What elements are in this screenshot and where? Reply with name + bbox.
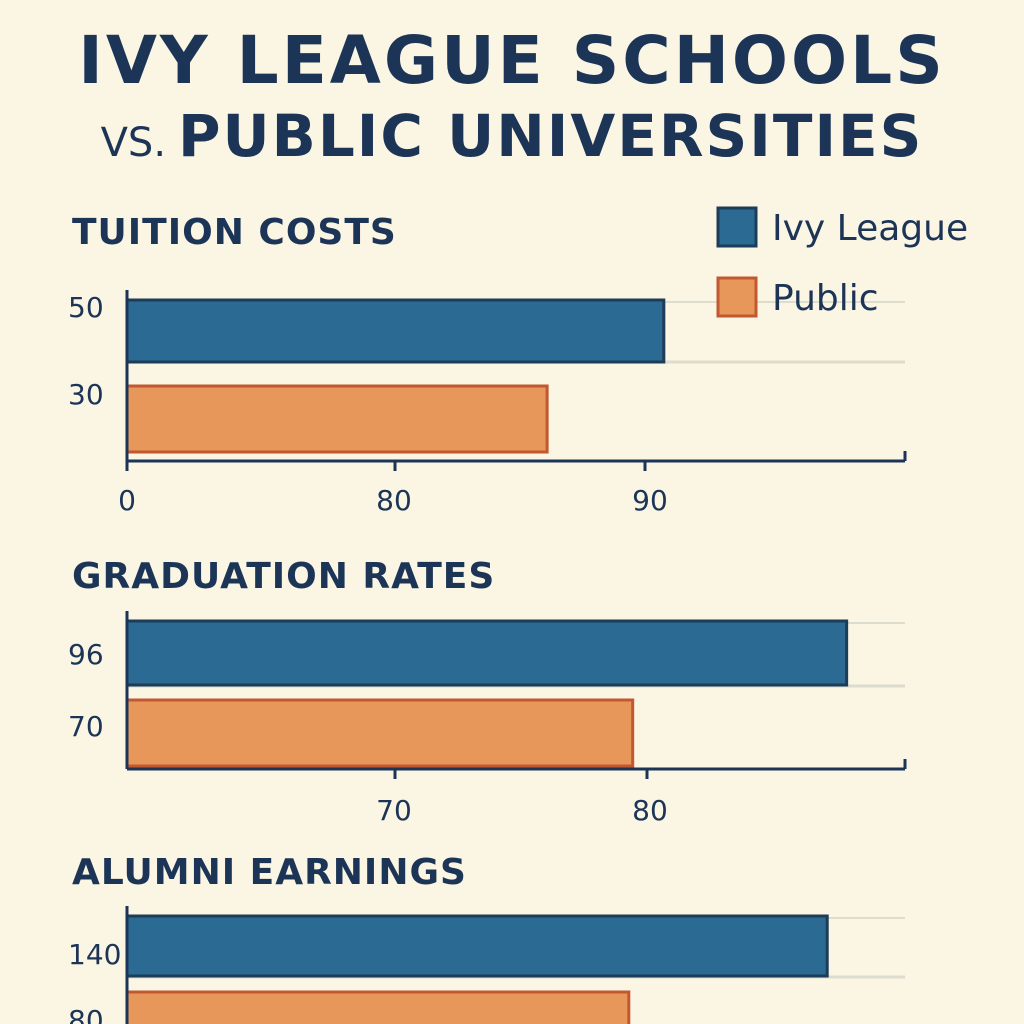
y-tick-label: 96 — [68, 638, 104, 671]
bar-public — [125, 698, 635, 768]
x-tick-label: 90 — [632, 484, 668, 517]
panel-title-0: TUITION COSTS — [72, 212, 397, 253]
legend-swatch-public — [716, 276, 758, 318]
legend-label-public: Public — [772, 278, 879, 319]
panel-title-2: ALUMNI EARNINGS — [72, 852, 467, 893]
bar-ivy-league — [125, 914, 829, 978]
chart-title-line2-text: PUBLIC UNIVERSITIES — [178, 102, 924, 170]
x-tick-label: 70 — [376, 794, 412, 827]
x-tick-label: 0 — [118, 484, 136, 517]
y-tick-label: 80 — [68, 1004, 104, 1024]
legend-swatch-ivy-league — [716, 206, 758, 248]
y-tick-label: 30 — [68, 378, 104, 411]
x-tick-label: 80 — [376, 484, 412, 517]
panel-title-1: GRADUATION RATES — [72, 556, 495, 597]
bar-public — [125, 384, 549, 454]
y-tick-label: 140 — [68, 938, 121, 971]
x-tick-label: 80 — [632, 794, 668, 827]
bar-ivy-league — [125, 619, 849, 687]
chart-title-line2: VS. PUBLIC UNIVERSITIES — [0, 102, 1024, 170]
y-tick-label: 70 — [68, 710, 104, 743]
bar-public — [125, 990, 631, 1024]
y-tick-label: 50 — [68, 291, 104, 324]
legend-label-ivy-league: Ivy League — [772, 208, 968, 249]
chart-title-line1: IVY LEAGUE SCHOOLS — [78, 22, 946, 99]
chart-title-vs: VS. — [100, 120, 167, 166]
bar-ivy-league — [125, 298, 666, 364]
